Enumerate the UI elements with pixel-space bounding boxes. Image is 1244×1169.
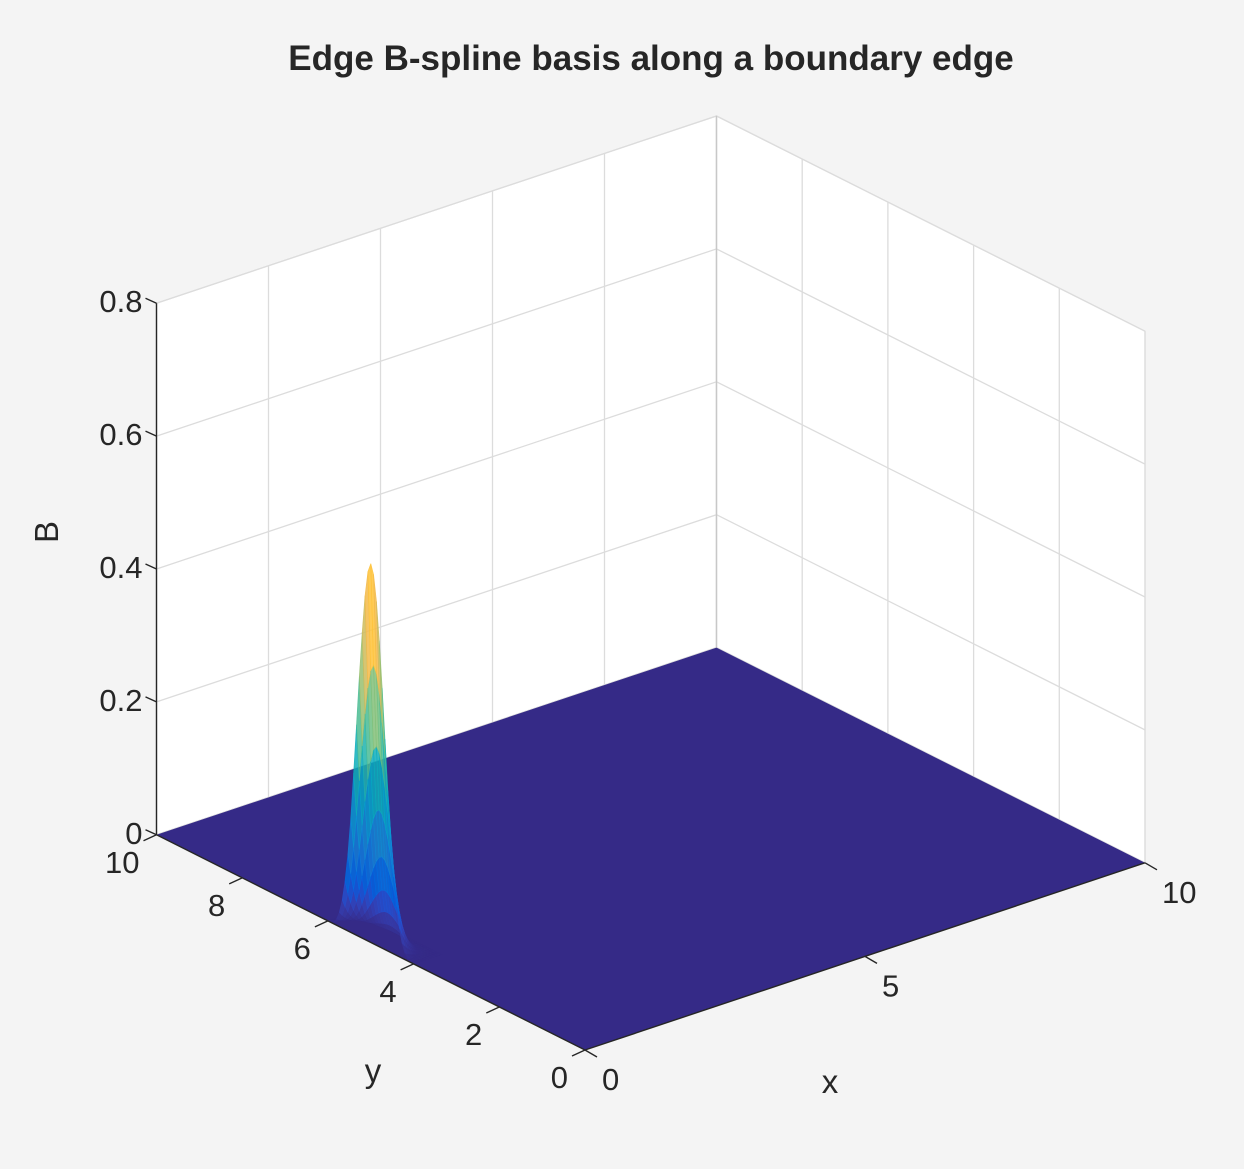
y-tick-mark bbox=[401, 964, 414, 970]
chart-title: Edge B-spline basis along a boundary edg… bbox=[288, 39, 1013, 78]
x-tick-label: 0 bbox=[602, 1062, 619, 1097]
x-tick-mark bbox=[865, 956, 877, 963]
y-tick-label: 0 bbox=[551, 1060, 568, 1095]
z-tick-mark bbox=[146, 298, 157, 303]
y-tick-label: 8 bbox=[208, 888, 225, 923]
y-tick-label: 10 bbox=[105, 845, 139, 880]
z-tick-label: 0.2 bbox=[99, 683, 142, 718]
z-tick-label: 0.4 bbox=[99, 550, 142, 585]
y-tick-label: 6 bbox=[294, 931, 311, 966]
z-tick-label: 0.6 bbox=[99, 417, 142, 452]
y-tick-label: 2 bbox=[465, 1017, 482, 1052]
y-tick-mark bbox=[144, 835, 157, 841]
z-tick-mark bbox=[146, 431, 157, 436]
z-tick-mark bbox=[146, 830, 157, 835]
z-tick-label: 0.8 bbox=[99, 284, 142, 319]
y-tick-mark bbox=[572, 1050, 585, 1056]
x-tick-label: 5 bbox=[882, 968, 899, 1003]
x-tick-mark bbox=[1145, 863, 1157, 870]
x-tick-mark bbox=[585, 1050, 597, 1057]
y-tick-mark bbox=[229, 878, 242, 884]
x-tick-label: 10 bbox=[1162, 875, 1196, 910]
y-axis-label: y bbox=[365, 1052, 382, 1089]
z-tick-mark bbox=[146, 697, 157, 702]
y-tick-label: 4 bbox=[379, 974, 396, 1009]
z-tick-mark bbox=[146, 564, 157, 569]
x-axis-label: x bbox=[822, 1063, 839, 1100]
z-axis-label: B bbox=[28, 521, 65, 543]
y-tick-mark bbox=[315, 921, 328, 927]
y-tick-mark bbox=[486, 1007, 499, 1013]
